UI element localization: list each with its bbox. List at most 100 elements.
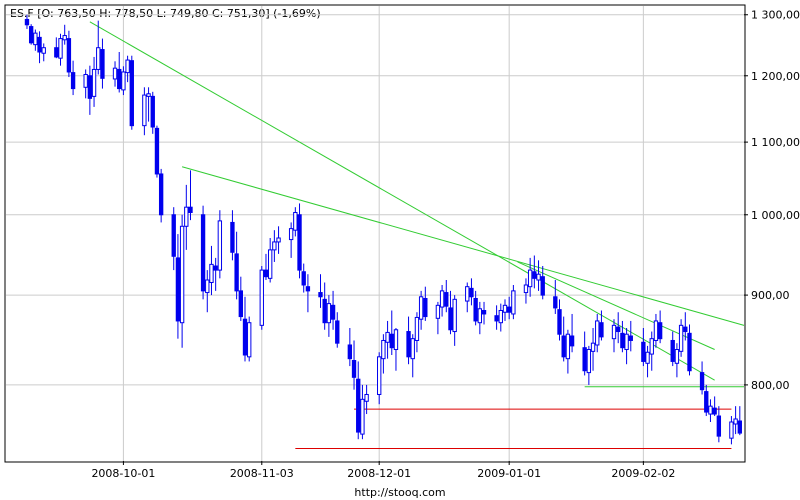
candle [687, 324, 692, 376]
candle-body [595, 320, 600, 346]
candle [171, 207, 176, 271]
candle-body [389, 333, 394, 349]
candle-body [288, 228, 294, 241]
candle-body [91, 68, 97, 97]
candle [326, 295, 332, 337]
candle [657, 310, 663, 344]
candle [205, 270, 210, 313]
candle-body [611, 324, 617, 340]
candle [708, 399, 713, 422]
candle-body [205, 279, 210, 294]
candle [288, 222, 294, 258]
candle-body [184, 206, 189, 227]
candle-body [586, 349, 592, 374]
candle [200, 205, 206, 300]
candle [611, 319, 617, 353]
candle-body [96, 47, 101, 70]
candle [217, 210, 223, 279]
candle-body [465, 286, 470, 302]
candle [423, 286, 428, 321]
candle [569, 313, 575, 353]
candle [238, 276, 243, 321]
candle-body [364, 393, 369, 402]
x-tick-label: 2009-02-02 [611, 467, 675, 480]
candle [699, 361, 705, 395]
candle [595, 313, 600, 353]
candle [565, 329, 571, 374]
candle [179, 214, 185, 348]
candle [297, 203, 302, 279]
candle-body [158, 173, 164, 216]
source-link[interactable]: http://stooq.com [354, 486, 445, 499]
candle-body [297, 214, 302, 271]
candle [469, 278, 474, 306]
candle [112, 61, 118, 87]
candle [385, 320, 390, 359]
candle-body [687, 332, 692, 372]
candle [393, 327, 399, 371]
candle [188, 170, 193, 221]
candle [670, 331, 675, 367]
candle [540, 266, 545, 300]
candle [184, 184, 189, 250]
x-axis: 2008-10-01 2008-11-03 2008-12-01 2009-01-01… [91, 461, 675, 480]
candle [150, 91, 155, 134]
candle-body [230, 221, 235, 253]
candle-body [234, 253, 239, 292]
candle-body [301, 271, 306, 286]
candle-body [557, 309, 562, 335]
y-tick-label: 1 200,00 [751, 70, 800, 83]
candle-body [729, 421, 734, 439]
candle [364, 384, 369, 415]
candle-body [247, 322, 252, 358]
candle [678, 319, 684, 357]
candle-body [62, 35, 67, 41]
candle-body [87, 75, 93, 99]
candle-body [737, 420, 742, 434]
candle-body [523, 284, 529, 294]
candle-body [435, 304, 441, 319]
candle [523, 278, 529, 304]
candle-body [616, 326, 621, 333]
candle [322, 282, 327, 330]
x-tick-label: 2008-10-01 [91, 467, 155, 480]
candle-body [100, 49, 105, 79]
candle [87, 65, 93, 115]
candle [494, 305, 499, 330]
candle-body [469, 287, 474, 298]
candle [653, 313, 659, 348]
candle [33, 29, 38, 51]
candle-body [238, 290, 243, 318]
candle-body [150, 95, 155, 128]
candle-body [653, 320, 659, 341]
candle-body [293, 211, 298, 231]
candle-body [620, 332, 625, 349]
candle-body [385, 331, 390, 343]
candle [91, 56, 97, 107]
candle [175, 234, 181, 339]
candle-body [674, 349, 680, 364]
candle [389, 310, 394, 355]
candle [41, 43, 46, 62]
candle [377, 352, 382, 405]
candle-body [498, 310, 503, 324]
plot-frame [4, 4, 746, 463]
candle [481, 301, 487, 325]
candle [439, 285, 445, 317]
candle [330, 290, 336, 330]
trend-line [181, 166, 745, 326]
candle-body [217, 220, 223, 271]
y-axis: 1 300,00 1 200,00 1 100,00 1 000,00 900,00 80… [744, 9, 800, 392]
candle-body [322, 298, 327, 324]
candle-body [377, 356, 382, 395]
candle [557, 299, 562, 341]
candle-body [125, 59, 130, 74]
candle-body [645, 351, 650, 364]
candle-body [117, 68, 122, 90]
candle-body [83, 74, 88, 88]
candle [716, 406, 722, 443]
x-tick-label: 2009-01-01 [477, 467, 541, 480]
candle-body [448, 307, 453, 331]
candle [259, 266, 264, 330]
candle-body [66, 38, 72, 73]
